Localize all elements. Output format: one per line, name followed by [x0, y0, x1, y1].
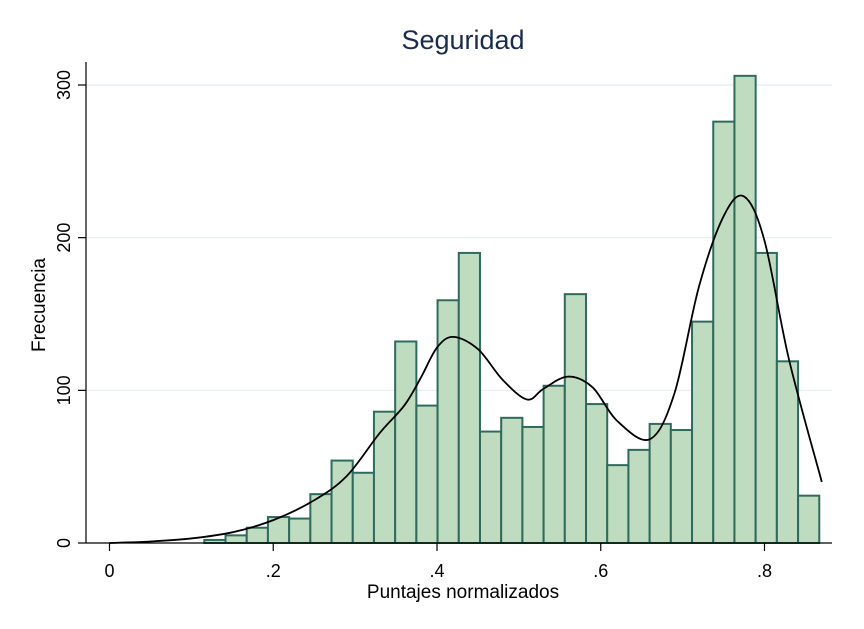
x-axis: 0 .2 .4 .6 .8: [86, 542, 832, 581]
bar-27: [775, 360, 800, 544]
bar-21: [648, 422, 672, 545]
bar-17: [563, 293, 588, 544]
x-tick-label-2: .4: [429, 561, 444, 581]
bar-24: [712, 120, 736, 544]
bars: [203, 74, 821, 545]
bar-26: [754, 251, 778, 545]
bar-22: [669, 429, 694, 545]
bar-1: [224, 534, 248, 544]
y-tick-label-3: 300: [54, 70, 74, 100]
bar-12: [457, 251, 481, 545]
bar-13: [478, 430, 503, 545]
x-tick-label-1: .2: [266, 561, 281, 581]
bar-7: [351, 471, 375, 545]
x-tick-label-3: .6: [593, 561, 608, 581]
y-tick-label-1: 100: [54, 375, 74, 405]
chart-title: Seguridad: [401, 25, 524, 55]
y-axis: 0 100 200 300: [54, 62, 87, 548]
bar-28: [797, 494, 821, 545]
bar-20: [627, 448, 651, 544]
density-curve: [109, 194, 823, 544]
y-tick-label-2: 200: [54, 223, 74, 253]
bar-10: [415, 404, 439, 544]
bar-8: [372, 410, 397, 544]
bar-25: [733, 74, 757, 544]
bar-18: [585, 403, 609, 544]
bar-9: [394, 340, 418, 545]
bar-2: [245, 526, 269, 545]
bar-14: [500, 416, 524, 544]
bar-4: [288, 517, 312, 544]
y-axis-label: Frecuencia: [29, 258, 50, 352]
y-tick-label-0: 0: [54, 538, 74, 548]
x-axis-label: Puntajes normalizados: [367, 582, 559, 603]
bar-23: [691, 320, 715, 544]
bar-16: [542, 384, 566, 544]
bar-15: [521, 425, 545, 544]
x-tick-label-0: 0: [104, 561, 114, 581]
bar-19: [606, 464, 630, 545]
x-tick-label-4: .8: [757, 561, 772, 581]
